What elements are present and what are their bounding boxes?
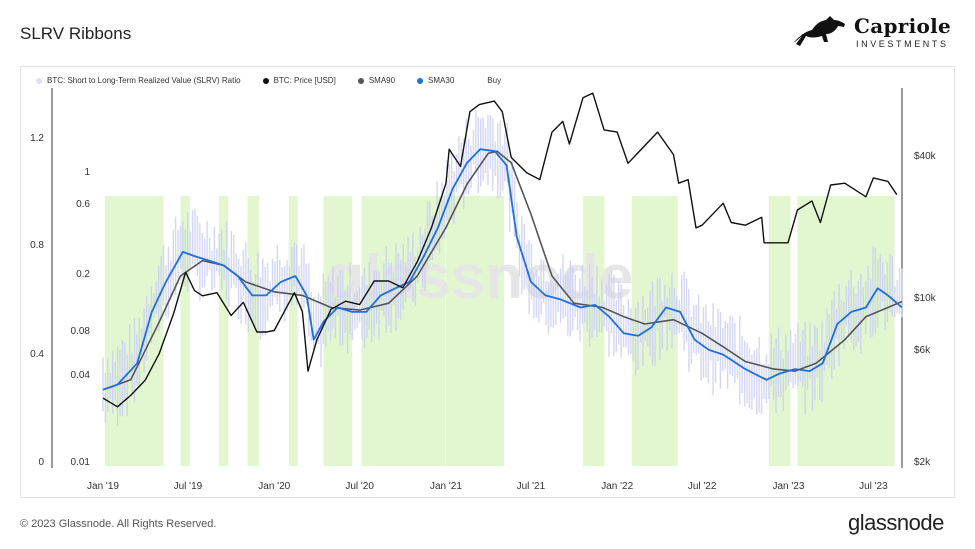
horse-icon xyxy=(794,16,845,46)
legend-marker xyxy=(262,77,269,84)
legend-label: SMA30 xyxy=(428,76,455,85)
legend-label: BTC: Price [USD] xyxy=(273,76,336,85)
legend-item[interactable]: BTC: Short to Long-Term Realized Value (… xyxy=(36,76,241,85)
glassnode-brand: glassnode xyxy=(848,510,944,535)
legend-label: BTC: Short to Long-Term Realized Value (… xyxy=(47,76,241,85)
chart-frame xyxy=(20,66,955,498)
logo-subtitle: INVESTMENTS xyxy=(856,39,949,49)
chart-title: SLRV Ribbons xyxy=(20,24,132,43)
legend-label: Buy xyxy=(487,76,502,85)
legend-label: SMA90 xyxy=(368,76,396,85)
legend-item[interactable]: BTC: Price [USD] xyxy=(262,76,336,85)
legend-item[interactable]: SMA30 xyxy=(417,76,454,85)
legend-item[interactable]: SMA90 xyxy=(357,76,396,85)
copyright-footer: © 2023 Glassnode. All Rights Reserved. xyxy=(20,518,217,530)
legend-marker xyxy=(476,77,483,84)
chart-legend: BTC: Short to Long-Term Realized Value (… xyxy=(36,76,523,85)
capriole-logo: Capriole INVESTMENTS xyxy=(790,12,960,52)
legend-marker xyxy=(417,77,424,84)
logo-name: Capriole xyxy=(854,14,952,38)
legend-item[interactable]: Buy xyxy=(476,76,501,85)
legend-marker xyxy=(36,77,42,84)
legend-marker xyxy=(357,77,364,84)
